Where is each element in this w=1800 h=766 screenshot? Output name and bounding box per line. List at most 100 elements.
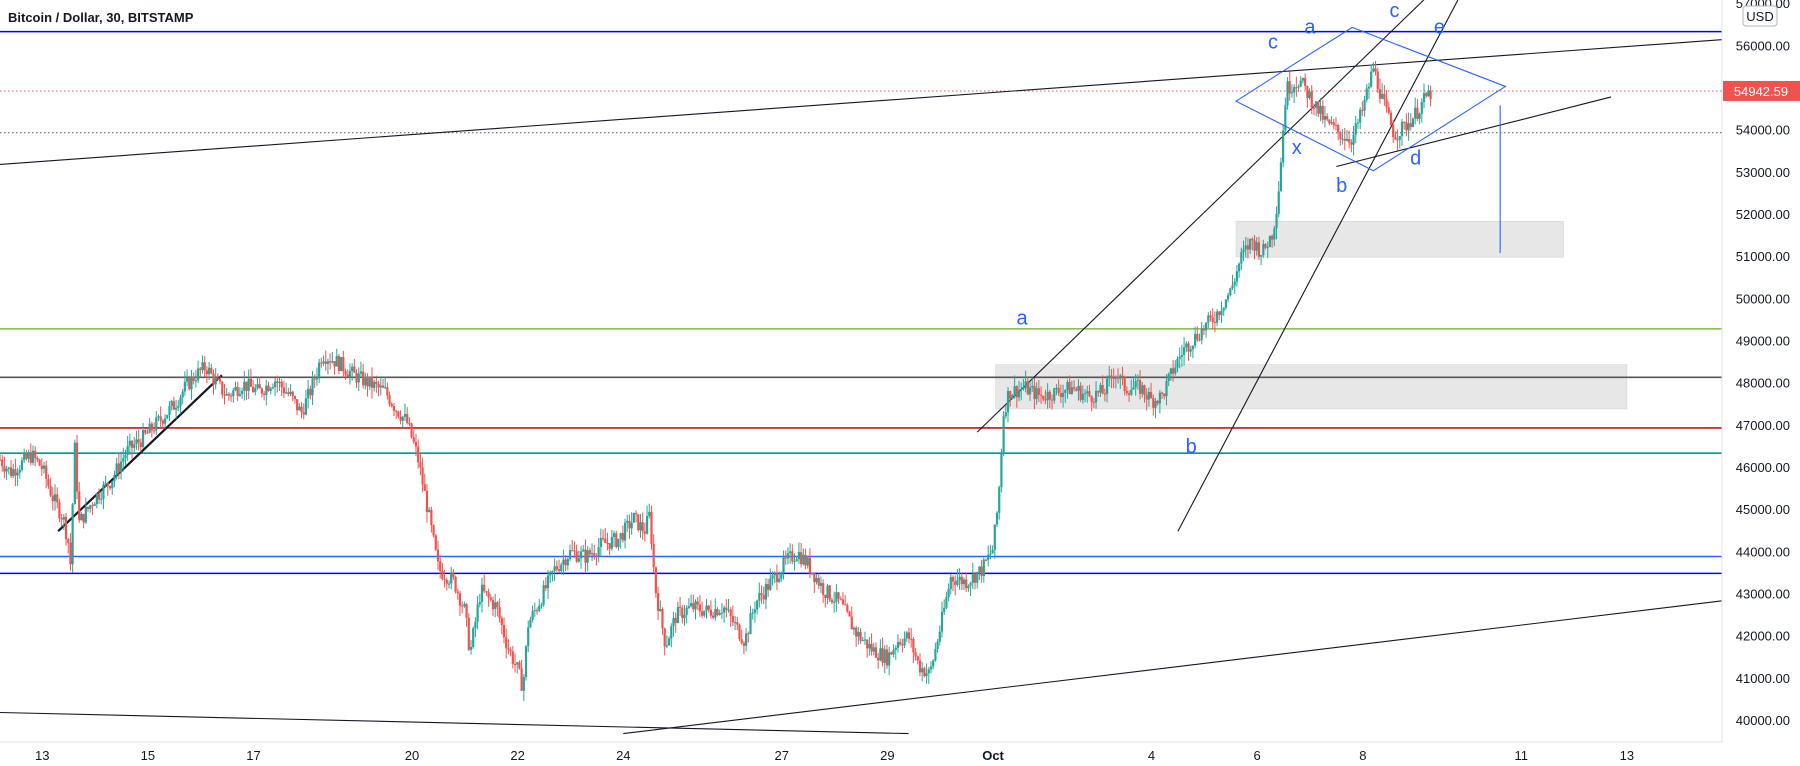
candle-body [401,416,404,421]
candle-357 [782,550,785,580]
candle-body [91,505,94,507]
currency-badge[interactable]: USD [1742,5,1778,27]
wave-label-c-7: c [1390,0,1400,22]
price-tick-17: 56000.00 [1736,38,1790,53]
candle-body [342,357,345,372]
candle-592 [1299,76,1302,88]
candle-body [207,367,211,375]
candle-body [467,617,470,650]
candle-180 [392,403,396,417]
wave-label-a-1: a [1017,308,1029,330]
candle-body [747,633,750,635]
candle-604 [1326,113,1329,122]
candle-167 [364,372,367,390]
candle-581 [1275,206,1278,240]
candle-body [921,668,924,673]
candle-559 [1227,292,1230,303]
candle-131 [285,382,288,395]
candle-body [674,617,677,624]
candle-body [571,550,574,552]
candle-body [1409,123,1412,127]
candle-body [456,591,459,594]
candle-body [740,639,743,644]
candle-body [808,557,812,574]
candle-193 [421,457,424,493]
candle-body [1171,368,1175,374]
candle-body [419,462,422,468]
candle-491 [1077,379,1080,401]
candle-body [1037,388,1040,395]
candle-body [762,594,765,600]
candle-61 [130,439,134,459]
candle-body [1359,109,1362,123]
candle-241 [527,620,530,653]
candle-body [445,579,448,584]
candle-body [936,641,939,650]
candle-287 [628,514,631,540]
candle-body [531,610,534,620]
candle-506 [1110,369,1113,389]
candle-398 [872,642,875,656]
candle-body [786,553,790,559]
candle-body [1101,385,1104,394]
candle-573 [1257,236,1261,260]
candle-617 [1354,115,1357,144]
candle-81 [174,399,178,419]
candle-619 [1359,107,1362,130]
candle-136 [296,399,299,416]
time-tick-1: 13 [35,748,49,763]
candle-59 [126,435,129,461]
candle-body [1163,393,1166,397]
candle-409 [896,634,900,653]
candle-629 [1381,83,1384,100]
candle-140 [304,389,308,416]
candle-323 [707,604,710,613]
candle-body [179,397,182,406]
candle-8 [14,458,17,487]
candle-271 [593,544,596,560]
candle-body [1004,412,1007,417]
candle-507 [1112,368,1115,389]
candle-590 [1295,76,1298,97]
candle-433 [949,574,952,595]
candle-505 [1108,365,1111,387]
candle-body [1332,122,1335,125]
candle-body [1202,328,1206,331]
candle-body [1330,122,1333,124]
candle-body [344,371,347,375]
candle-420 [921,662,924,682]
time-axis-panel[interactable] [0,742,1722,766]
candle-249 [544,577,547,592]
candle-body [1297,86,1300,88]
candle-305 [667,636,671,646]
candle-48 [102,481,105,509]
candle-449 [984,558,988,562]
candle-261 [571,539,574,552]
candle-body [648,511,651,517]
candle-120 [260,387,264,398]
candle-body [1374,68,1377,72]
candle-479 [1050,394,1054,410]
candle-body [586,550,589,563]
candle-598 [1312,103,1316,116]
candle-body [483,584,486,592]
price-axis-panel[interactable] [1722,0,1800,742]
wave-label-a-4: a [1304,17,1316,39]
candle-50 [106,481,109,496]
candle-584 [1282,124,1285,168]
candle-12 [23,448,26,463]
candle-352 [771,571,774,586]
candle-54 [115,457,118,480]
candle-628 [1378,78,1382,104]
candle-421 [923,666,926,678]
candle-381 [835,584,838,612]
candle-body [439,561,442,572]
candle-body [1200,328,1203,341]
candle-body [520,668,523,691]
candle-body [516,662,519,665]
candle-270 [590,543,594,562]
candle-body [40,465,43,469]
candle-444 [973,571,977,590]
price-tick-8: 47000.00 [1736,418,1790,433]
